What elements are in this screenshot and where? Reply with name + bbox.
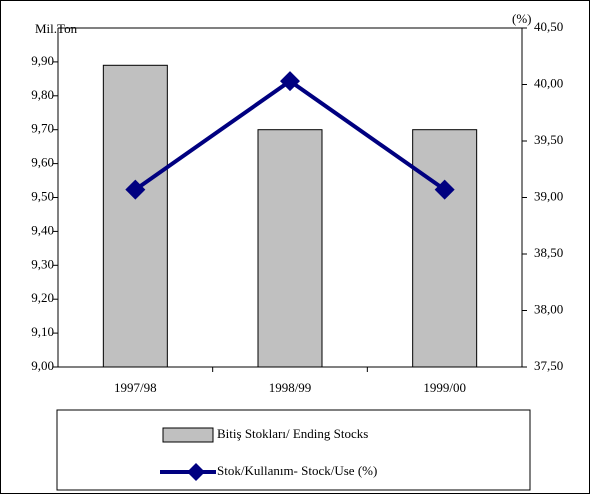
y2-tick-label: 40,50 bbox=[534, 19, 563, 34]
y2-tick-label: 38,50 bbox=[534, 245, 563, 260]
legend-label: Bitiş Stokları/ Ending Stocks bbox=[217, 426, 368, 441]
legend-marker bbox=[187, 463, 205, 481]
y2-axis-title: (%) bbox=[512, 11, 532, 26]
marker bbox=[434, 179, 455, 200]
y2-tick-label: 39,50 bbox=[534, 132, 563, 147]
legend-swatch bbox=[162, 427, 214, 443]
y2-tick-label: 37,50 bbox=[534, 358, 563, 373]
y-tick-label: 9,90 bbox=[31, 53, 54, 68]
bar bbox=[412, 129, 478, 368]
y-tick-label: 9,80 bbox=[31, 87, 54, 102]
y-tick-label: 9,20 bbox=[31, 290, 54, 305]
y-tick-label: 9,70 bbox=[31, 121, 54, 136]
y-tick-label: 9,50 bbox=[31, 188, 54, 203]
bar bbox=[102, 64, 168, 368]
bar bbox=[257, 129, 323, 368]
y-tick-label: 9,30 bbox=[31, 256, 54, 271]
y2-tick-label: 39,00 bbox=[534, 188, 563, 203]
y-tick-label: 9,10 bbox=[31, 324, 54, 339]
x-tick-label: 1997/98 bbox=[114, 380, 157, 395]
x-tick-label: 1999/00 bbox=[423, 380, 466, 395]
y2-tick-label: 38,00 bbox=[534, 301, 563, 316]
y-tick-label: 9,00 bbox=[31, 358, 54, 373]
marker bbox=[125, 179, 146, 200]
y2-tick-label: 40,00 bbox=[534, 75, 563, 90]
y-axis-title: Mil.Ton bbox=[35, 21, 78, 36]
legend bbox=[56, 409, 531, 491]
x-tick-label: 1998/99 bbox=[269, 380, 312, 395]
legend-label: Stok/Kullanım- Stock/Use (%) bbox=[217, 463, 377, 478]
marker bbox=[280, 71, 300, 92]
y-tick-label: 9,60 bbox=[31, 155, 54, 170]
y-tick-label: 9,40 bbox=[31, 222, 54, 237]
